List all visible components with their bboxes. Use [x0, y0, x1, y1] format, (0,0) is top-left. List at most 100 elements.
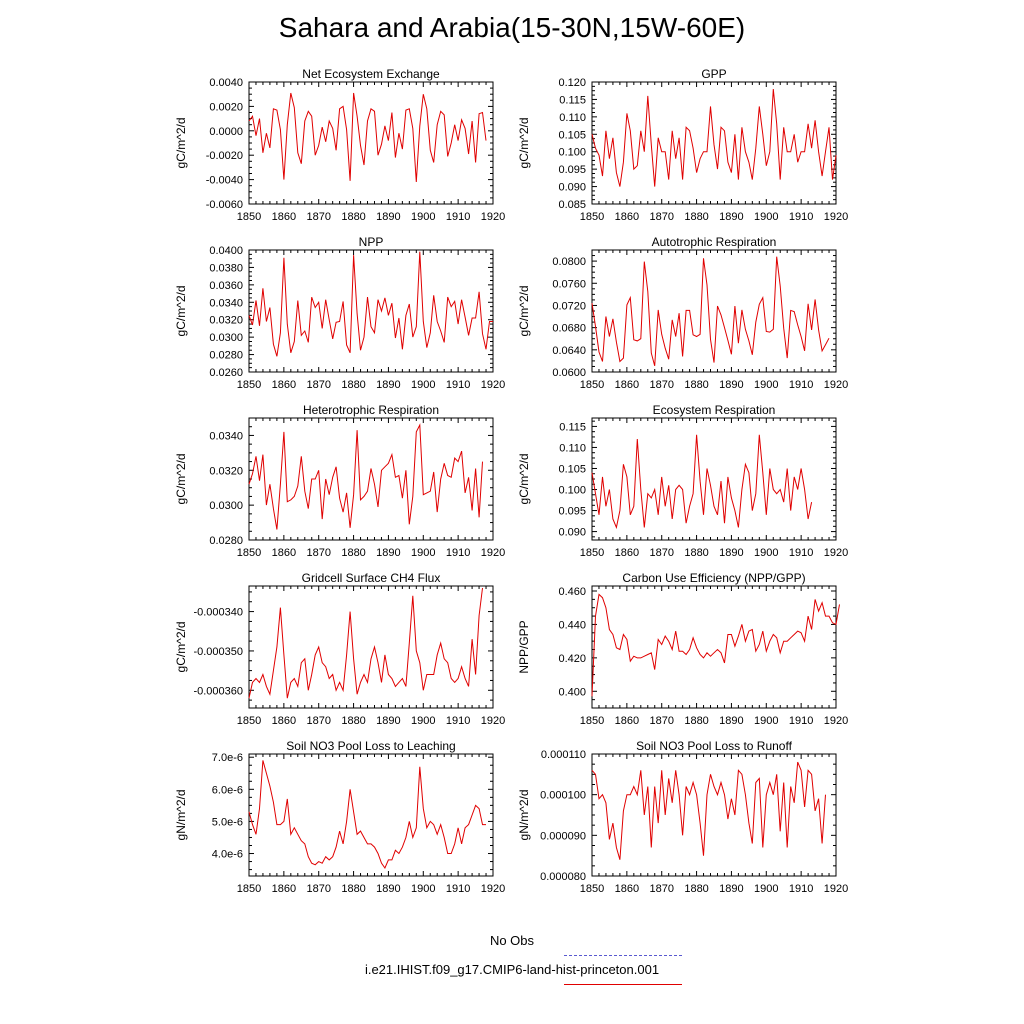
x-tick-label: 1850 — [580, 547, 604, 559]
x-tick-label: 1920 — [824, 211, 848, 223]
y-tick-label: 0.0680 — [552, 323, 586, 335]
x-tick-label: 1920 — [824, 883, 848, 895]
y-tick-label: 0.000110 — [541, 749, 586, 761]
x-tick-label: 1850 — [237, 379, 261, 391]
x-tick-label: 1920 — [481, 883, 505, 895]
x-tick-label: 1880 — [684, 715, 708, 727]
x-tick-label: 1920 — [481, 715, 505, 727]
x-tick-label: 1910 — [789, 379, 813, 391]
y-tick-label: 0.120 — [558, 77, 586, 89]
y-tick-label: 0.000090 — [540, 830, 586, 842]
x-tick-label: 1870 — [649, 211, 673, 223]
plot-frame — [248, 81, 494, 205]
y-tick-label: 0.420 — [558, 653, 586, 665]
y-tick-label: -0.000350 — [193, 646, 243, 658]
plot-frame — [591, 753, 837, 877]
x-tick-label: 1860 — [272, 715, 296, 727]
series-line — [248, 92, 487, 183]
y-tick-label: 0.095 — [558, 164, 586, 176]
x-tick-label: 1890 — [376, 379, 400, 391]
y-tick-label: 0.0280 — [209, 535, 243, 547]
x-tick-label: 1890 — [719, 715, 743, 727]
x-tick-label: 1880 — [684, 379, 708, 391]
y-tick-label: -0.0020 — [206, 150, 243, 162]
x-tick-label: 1920 — [481, 547, 505, 559]
x-tick-label: 1920 — [481, 379, 505, 391]
x-tick-label: 1860 — [615, 715, 639, 727]
y-tick-label: 0.105 — [558, 129, 586, 141]
y-tick-label: 0.400 — [558, 686, 586, 698]
x-tick-label: 1910 — [789, 211, 813, 223]
y-axis-label: gN/m^2/d — [174, 790, 188, 841]
y-axis-label: gC/m^2/d — [174, 286, 188, 337]
chart-title: Soil NO3 Pool Loss to Runoff — [636, 739, 793, 753]
y-tick-label: 7.0e-6 — [212, 752, 243, 764]
chart-panel-3: Autotrophic Respiration gC/m^2/d 1850 1860 1… — [517, 235, 848, 391]
y-axis-label: NPP/GPP — [517, 620, 531, 673]
x-tick-label: 1910 — [789, 715, 813, 727]
y-tick-label: 5.0e-6 — [212, 816, 243, 828]
series-line — [248, 423, 483, 530]
x-tick-label: 1880 — [684, 211, 708, 223]
y-tick-label: 0.095 — [558, 506, 586, 518]
plot-frame — [591, 585, 837, 709]
y-tick-label: 0.115 — [559, 94, 586, 106]
x-tick-label: 1900 — [411, 211, 435, 223]
y-axis-label: gC/m^2/d — [174, 118, 188, 169]
x-tick-label: 1910 — [446, 211, 470, 223]
y-tick-label: 0.0600 — [552, 367, 586, 379]
y-axis-label: gC/m^2/d — [174, 454, 188, 505]
x-tick-label: 1900 — [754, 547, 778, 559]
chart-title: NPP — [359, 235, 384, 249]
plot-frame — [591, 249, 837, 373]
chart-title: Heterotrophic Respiration — [303, 403, 439, 417]
x-tick-label: 1920 — [481, 211, 505, 223]
x-tick-label: 1880 — [341, 715, 365, 727]
x-tick-label: 1870 — [306, 715, 330, 727]
y-tick-label: 0.100 — [558, 147, 586, 159]
x-tick-label: 1900 — [411, 547, 435, 559]
chart-panel-4: Heterotrophic Respiration gC/m^2/d 1850 186… — [174, 403, 505, 559]
series-line — [591, 88, 837, 187]
plot-frame — [248, 585, 494, 709]
y-tick-label: -0.000360 — [193, 685, 243, 697]
x-tick-label: 1880 — [341, 379, 365, 391]
x-tick-label: 1850 — [237, 715, 261, 727]
x-tick-label: 1900 — [754, 883, 778, 895]
y-tick-label: 0.100 — [558, 485, 586, 497]
x-tick-label: 1890 — [376, 211, 400, 223]
x-tick-label: 1880 — [684, 883, 708, 895]
series-line — [591, 256, 830, 367]
y-tick-label: -0.0060 — [206, 199, 243, 211]
x-tick-label: 1850 — [580, 211, 604, 223]
x-tick-label: 1900 — [411, 883, 435, 895]
x-tick-label: 1890 — [719, 379, 743, 391]
y-tick-label: 0.0040 — [209, 77, 243, 89]
y-tick-label: 0.0020 — [209, 101, 243, 113]
chart-panel-5: Ecosystem Respiration gC/m^2/d 1850 1860 187… — [517, 403, 848, 559]
chart-panel-9: Soil NO3 Pool Loss to Runoff gN/m^2/d 1850… — [517, 739, 848, 895]
y-tick-label: 0.0720 — [552, 300, 586, 312]
x-tick-label: 1850 — [580, 379, 604, 391]
x-tick-label: 1870 — [649, 883, 673, 895]
x-tick-label: 1850 — [237, 547, 261, 559]
x-tick-label: 1880 — [341, 211, 365, 223]
chart-title: GPP — [701, 67, 726, 81]
y-tick-label: 0.0760 — [552, 278, 586, 290]
x-tick-label: 1850 — [237, 211, 261, 223]
y-tick-label: 0.0340 — [209, 297, 243, 309]
x-tick-label: 1870 — [649, 715, 673, 727]
x-tick-label: 1860 — [272, 883, 296, 895]
x-tick-label: 1900 — [754, 379, 778, 391]
x-tick-label: 1870 — [306, 883, 330, 895]
x-tick-label: 1860 — [272, 211, 296, 223]
x-tick-label: 1890 — [719, 211, 743, 223]
y-tick-label: 0.0800 — [552, 256, 586, 268]
x-tick-label: 1910 — [446, 547, 470, 559]
series-line — [248, 587, 483, 699]
x-tick-label: 1860 — [615, 379, 639, 391]
y-tick-label: 0.0300 — [209, 500, 243, 512]
chart-title: Net Ecosystem Exchange — [302, 67, 440, 81]
legend-obs-label: No Obs — [489, 933, 535, 948]
chart-panel-2: NPP gC/m^2/d 1850 1860 1870 1880 1890 1900 1910 1… — [174, 235, 505, 391]
